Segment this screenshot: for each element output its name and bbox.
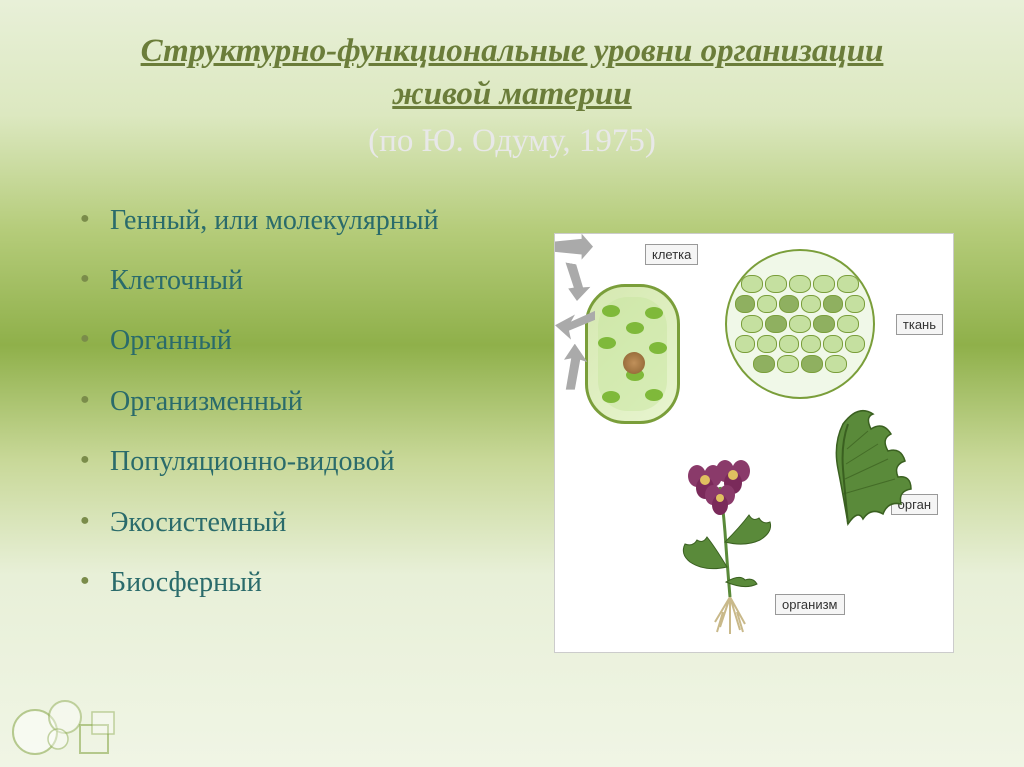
label-cell: клетка	[645, 244, 698, 265]
title-block: Структурно-функциональные уровни организ…	[50, 30, 974, 163]
bullet-item: Экосистемный	[80, 505, 558, 541]
organism-illustration	[645, 452, 815, 642]
corner-decoration	[10, 677, 130, 757]
content-area: Генный, или молекулярный Клеточный Орган…	[50, 203, 974, 626]
levels-diagram: клетка ткань орган организм	[554, 233, 954, 653]
slide-container: Структурно-функциональные уровни организ…	[0, 0, 1024, 767]
subtitle: (по Ю. Одуму, 1975)	[50, 120, 974, 163]
bullet-item: Клеточный	[80, 263, 558, 299]
bullet-item: Организменный	[80, 384, 558, 420]
label-tissue: ткань	[896, 314, 943, 335]
bullet-item: Популяционно-видовой	[80, 444, 558, 480]
bullet-list: Генный, или молекулярный Клеточный Орган…	[50, 203, 558, 626]
title-line-2: живой материи	[50, 73, 974, 116]
bullet-item: Органный	[80, 323, 558, 359]
title-line-1: Структурно-функциональные уровни организ…	[50, 30, 974, 73]
bullet-item: Генный, или молекулярный	[80, 203, 558, 239]
bullet-item: Биосферный	[80, 565, 558, 601]
tissue-illustration	[725, 249, 875, 399]
arrow-icon	[555, 234, 600, 264]
cell-illustration	[585, 284, 680, 424]
